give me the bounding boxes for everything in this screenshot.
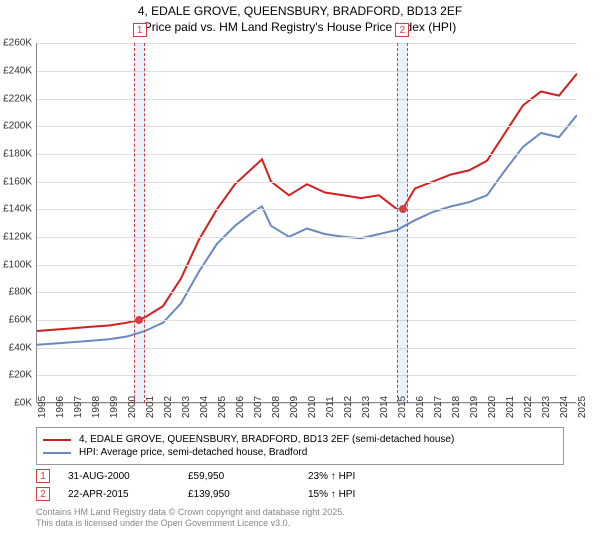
attribution-line-1: Contains HM Land Registry data © Crown c… <box>36 507 345 517</box>
y-axis-tick-label: £40K <box>9 342 32 353</box>
x-axis-tick-label: 2019 <box>469 396 480 418</box>
x-axis-tick-label: 2025 <box>577 396 588 418</box>
x-axis-tick-label: 2018 <box>451 396 462 418</box>
y-axis-tick-label: £120K <box>3 232 32 243</box>
x-axis-tick-label: 2022 <box>523 396 534 418</box>
chart-title: 4, EDALE GROVE, QUEENSBURY, BRADFORD, BD… <box>0 0 600 43</box>
x-axis-tick-label: 2001 <box>145 396 156 418</box>
x-axis-tick-label: 2003 <box>181 396 192 418</box>
event-marker-icon: 1 <box>36 469 50 483</box>
sale-point-marker <box>135 316 143 324</box>
x-axis-tick-label: 2024 <box>559 396 570 418</box>
y-axis-tick-label: £240K <box>3 65 32 76</box>
event-date: 22-APR-2015 <box>68 489 188 500</box>
x-axis-tick-label: 1996 <box>55 396 66 418</box>
event-date: 31-AUG-2000 <box>68 471 188 482</box>
x-axis-tick-label: 2004 <box>199 396 210 418</box>
sale-highlight-band <box>397 43 408 403</box>
legend-swatch <box>43 439 71 441</box>
y-axis-tick-label: £140K <box>3 204 32 215</box>
legend-label: 4, EDALE GROVE, QUEENSBURY, BRADFORD, BD… <box>79 434 454 445</box>
y-axis-tick-label: £220K <box>3 93 32 104</box>
y-axis-tick-label: £60K <box>9 315 32 326</box>
event-price: £59,950 <box>188 471 308 482</box>
chart-container: 4, EDALE GROVE, QUEENSBURY, BRADFORD, BD… <box>0 0 600 560</box>
x-axis-tick-label: 2006 <box>235 396 246 418</box>
sale-highlight-band <box>134 43 145 403</box>
y-axis-tick-label: £180K <box>3 148 32 159</box>
legend-label: HPI: Average price, semi-detached house,… <box>79 447 307 458</box>
line-series-svg <box>37 43 577 403</box>
x-axis-tick-label: 2007 <box>253 396 264 418</box>
x-axis-tick-label: 2012 <box>343 396 354 418</box>
event-delta: 15% ↑ HPI <box>308 489 428 500</box>
x-axis-tick-label: 2023 <box>541 396 552 418</box>
event-marker-icon: 2 <box>36 487 50 501</box>
x-axis-tick-label: 2009 <box>289 396 300 418</box>
x-axis-tick-label: 2002 <box>163 396 174 418</box>
plot-area: £0K£20K£40K£60K£80K£100K£120K£140K£160K£… <box>36 43 576 403</box>
y-axis-tick-label: £200K <box>3 121 32 132</box>
x-axis-tick-label: 1997 <box>73 396 84 418</box>
event-row: 1 31-AUG-2000 £59,950 23% ↑ HPI <box>36 469 564 483</box>
x-axis-tick-label: 1995 <box>37 396 48 418</box>
event-price: £139,950 <box>188 489 308 500</box>
x-axis-tick-label: 2016 <box>415 396 426 418</box>
title-line-1: 4, EDALE GROVE, QUEENSBURY, BRADFORD, BD… <box>138 4 462 18</box>
x-axis-tick-label: 2005 <box>217 396 228 418</box>
legend: 4, EDALE GROVE, QUEENSBURY, BRADFORD, BD… <box>36 427 564 465</box>
legend-swatch <box>43 452 71 454</box>
x-axis-tick-label: 2021 <box>505 396 516 418</box>
legend-item: HPI: Average price, semi-detached house,… <box>43 447 557 458</box>
x-axis-tick-label: 1999 <box>109 396 120 418</box>
y-axis-tick-label: £100K <box>3 259 32 270</box>
y-axis-tick-label: £20K <box>9 370 32 381</box>
x-axis-tick-label: 2008 <box>271 396 282 418</box>
attribution: Contains HM Land Registry data © Crown c… <box>36 507 564 529</box>
x-axis-tick-label: 1998 <box>91 396 102 418</box>
x-axis-tick-label: 2010 <box>307 396 318 418</box>
y-axis-tick-label: £160K <box>3 176 32 187</box>
y-axis-tick-label: £80K <box>9 287 32 298</box>
event-delta: 23% ↑ HPI <box>308 471 428 482</box>
x-axis-tick-label: 2020 <box>487 396 498 418</box>
sale-marker-icon: 1 <box>133 23 147 37</box>
x-axis-tick-label: 2014 <box>379 396 390 418</box>
sale-point-marker <box>399 205 407 213</box>
sale-marker-icon: 2 <box>395 23 409 37</box>
legend-item: 4, EDALE GROVE, QUEENSBURY, BRADFORD, BD… <box>43 434 557 445</box>
attribution-line-2: This data is licensed under the Open Gov… <box>36 518 290 528</box>
event-row: 2 22-APR-2015 £139,950 15% ↑ HPI <box>36 487 564 501</box>
y-axis-tick-label: £0K <box>14 398 32 409</box>
x-axis-tick-label: 2017 <box>433 396 444 418</box>
series-line <box>37 115 577 345</box>
events-list: 1 31-AUG-2000 £59,950 23% ↑ HPI 2 22-APR… <box>36 469 564 501</box>
y-axis-tick-label: £260K <box>3 38 32 49</box>
chart-area: £0K£20K£40K£60K£80K£100K£120K£140K£160K£… <box>36 43 596 423</box>
x-axis-tick-label: 2011 <box>325 396 336 418</box>
x-axis-tick-label: 2013 <box>361 396 372 418</box>
